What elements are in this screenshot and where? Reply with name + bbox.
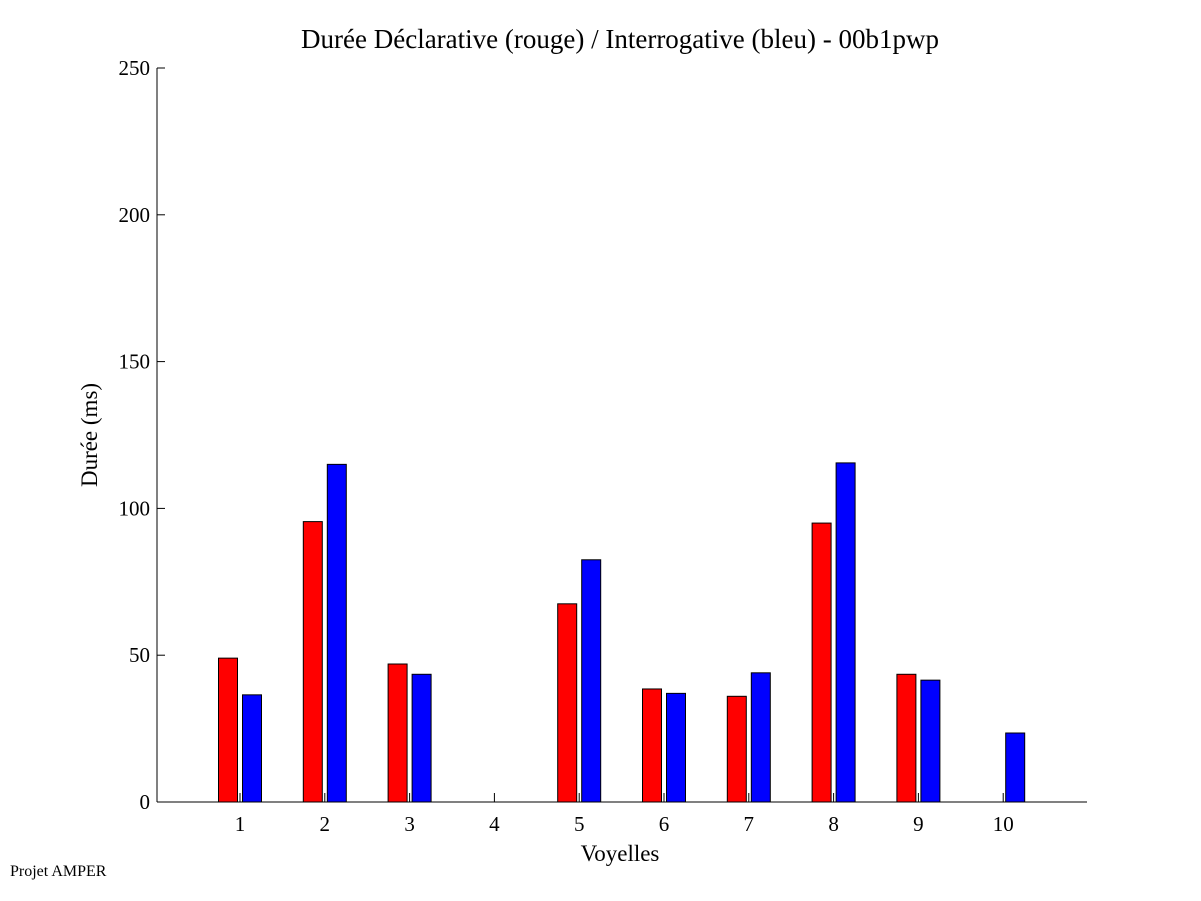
x-tick-label: 4 xyxy=(489,812,500,836)
y-tick-label: 50 xyxy=(129,643,150,667)
interrogative-bar-3 xyxy=(411,673,432,803)
declarative-bar-7 xyxy=(726,695,747,803)
y-tick-label: 250 xyxy=(119,56,151,80)
declarative-bar-3 xyxy=(387,663,408,803)
interrogative-bar-9 xyxy=(920,679,941,803)
chart-title: Durée Déclarative (rouge) / Interrogativ… xyxy=(301,24,939,54)
interrogative-bar-10 xyxy=(1005,732,1026,803)
interrogative-bar-6 xyxy=(666,692,686,803)
interrogative-bar-1 xyxy=(242,694,262,803)
footer-credit: Projet AMPER xyxy=(10,863,107,880)
x-tick-label: 1 xyxy=(235,812,246,836)
declarative-bar-8 xyxy=(811,522,832,803)
x-tick-label: 9 xyxy=(913,812,924,836)
y-tick-label: 150 xyxy=(119,350,151,374)
x-tick-label: 8 xyxy=(828,812,839,836)
x-tick-label: 2 xyxy=(320,812,331,836)
x-axis-label: Voyelles xyxy=(581,841,660,866)
declarative-bar-9 xyxy=(896,673,917,803)
y-axis-label: Durée (ms) xyxy=(77,383,102,487)
x-tick-label: 6 xyxy=(659,812,670,836)
interrogative-bar-2 xyxy=(326,463,347,803)
y-tick-label: 0 xyxy=(140,790,151,814)
declarative-bar-2 xyxy=(302,521,323,803)
interrogative-bar-5 xyxy=(581,559,602,803)
interrogative-bar-7 xyxy=(750,672,771,803)
x-tick-label: 10 xyxy=(993,812,1014,836)
declarative-bar-1 xyxy=(218,657,238,803)
x-tick-label: 7 xyxy=(744,812,755,836)
x-tick-label: 3 xyxy=(404,812,415,836)
y-tick-label: 100 xyxy=(119,496,151,520)
declarative-bar-5 xyxy=(557,603,578,803)
bars-group xyxy=(218,462,1026,803)
y-axis-ticks: 0 50 100 150 200 250 xyxy=(119,56,165,814)
x-axis-ticks: 1 2 3 4 5 6 7 8 9 10 xyxy=(235,793,1014,836)
x-tick-label: 5 xyxy=(574,812,585,836)
declarative-bar-6 xyxy=(642,688,662,803)
interrogative-bar-8 xyxy=(835,462,856,803)
y-tick-label: 200 xyxy=(119,203,151,227)
